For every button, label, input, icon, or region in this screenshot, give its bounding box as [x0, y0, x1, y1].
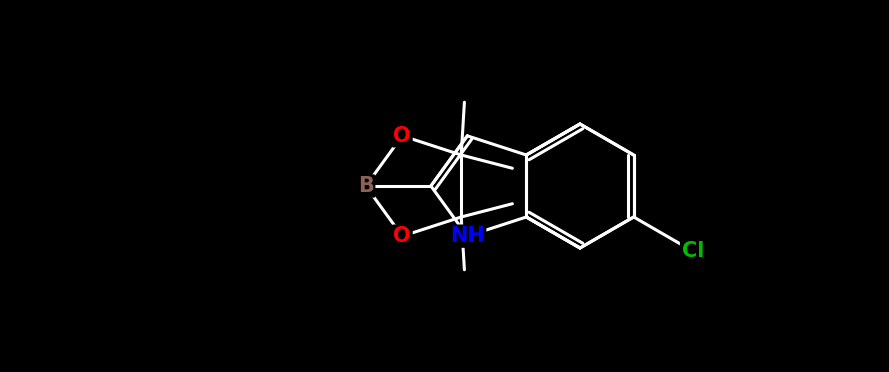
- Text: NH: NH: [450, 226, 485, 246]
- Text: Cl: Cl: [682, 241, 704, 261]
- Text: B: B: [358, 176, 373, 196]
- Text: O: O: [394, 226, 411, 246]
- Text: O: O: [394, 126, 411, 146]
